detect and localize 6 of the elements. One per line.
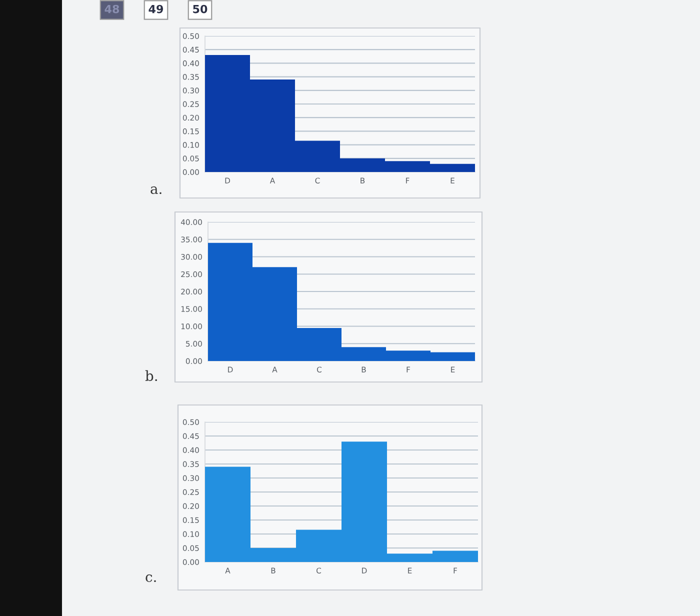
text: 49 [148,4,164,14]
text: b. [145,370,158,382]
text: 50 [193,4,208,14]
text: 48 [104,4,120,14]
text: a. [150,186,162,194]
text: c. [146,574,156,582]
